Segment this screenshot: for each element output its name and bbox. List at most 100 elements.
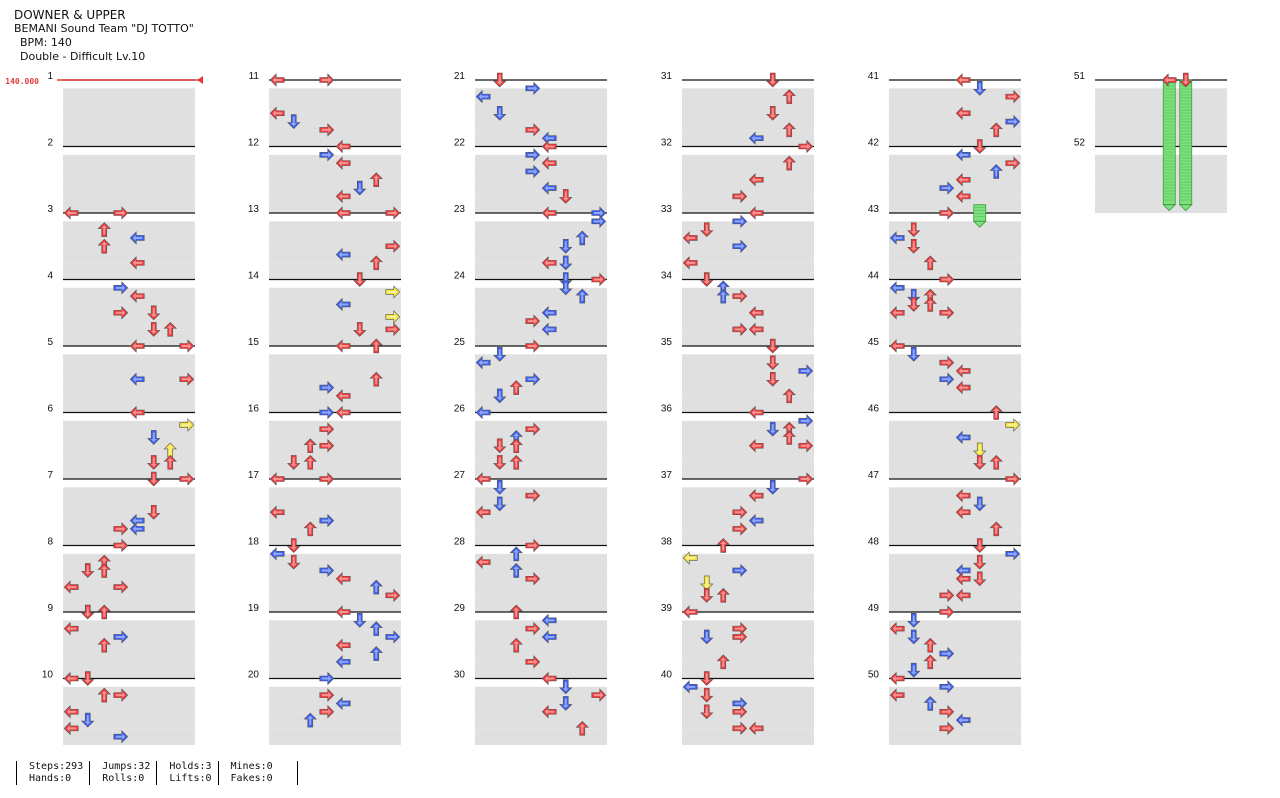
arrow-highlight bbox=[513, 457, 520, 468]
arrow-highlight bbox=[927, 291, 934, 302]
arrow-shape bbox=[955, 430, 971, 445]
arrow-right-icon bbox=[179, 372, 195, 386]
arrow-right-icon bbox=[113, 688, 129, 702]
arrow-highlight bbox=[976, 457, 983, 467]
arrow-shape bbox=[939, 372, 955, 386]
measure-23: 23 bbox=[454, 204, 607, 280]
arrow-shape bbox=[335, 189, 351, 204]
arrow-highlight bbox=[769, 108, 776, 118]
arrow-down-icon bbox=[700, 704, 714, 720]
arrow-shape bbox=[700, 222, 714, 238]
arrow-highlight bbox=[527, 575, 538, 582]
beat-band bbox=[475, 171, 607, 181]
beat-band bbox=[63, 420, 195, 430]
arrow-highlight bbox=[150, 432, 157, 442]
arrow-highlight bbox=[478, 559, 489, 566]
arrow-right-icon bbox=[179, 472, 195, 486]
arrow-highlight bbox=[84, 715, 91, 725]
arrow-highlight bbox=[66, 708, 77, 715]
arrow-shape bbox=[129, 289, 145, 303]
arrow-highlight bbox=[513, 441, 520, 451]
beat-band bbox=[475, 620, 607, 629]
arrow-shape bbox=[889, 339, 905, 353]
arrow-down-icon bbox=[907, 613, 921, 628]
beat-band bbox=[682, 221, 814, 230]
beat-band bbox=[269, 280, 401, 289]
arrow-up-icon bbox=[303, 521, 317, 537]
arrow-highlight bbox=[976, 444, 983, 455]
hold-body bbox=[973, 204, 987, 222]
arrow-highlight bbox=[720, 541, 727, 551]
arrow-highlight bbox=[562, 191, 569, 201]
arrow-shape bbox=[63, 671, 79, 686]
beat-band bbox=[63, 296, 195, 306]
hold-body bbox=[1162, 79, 1176, 206]
arrow-highlight bbox=[544, 185, 555, 192]
beat-band bbox=[889, 587, 1021, 596]
arrow-highlight bbox=[734, 326, 745, 333]
measure-number: 40 bbox=[661, 670, 673, 681]
arrow-shape bbox=[989, 122, 1003, 138]
arrow-shape bbox=[575, 720, 589, 736]
arrow-shape bbox=[907, 662, 921, 678]
arrow-shape bbox=[335, 156, 351, 170]
beat-band bbox=[889, 703, 1021, 713]
beat-band bbox=[682, 204, 814, 213]
arrow-highlight bbox=[800, 442, 811, 449]
arrow-highlight bbox=[181, 376, 192, 383]
beat-band bbox=[63, 138, 195, 147]
beat-band bbox=[682, 138, 814, 147]
arrow-highlight bbox=[544, 143, 555, 150]
beat-band bbox=[63, 321, 195, 330]
arrow-highlight bbox=[958, 575, 969, 582]
beat-band bbox=[269, 204, 401, 213]
beat-band bbox=[682, 370, 814, 380]
arrow-up-icon bbox=[97, 687, 111, 703]
arrow-highlight bbox=[941, 650, 952, 657]
measure-number: 22 bbox=[454, 138, 466, 149]
arrow-left-icon bbox=[269, 73, 285, 87]
arrow-shape bbox=[591, 214, 607, 229]
beat-band bbox=[269, 420, 401, 430]
beat-band bbox=[889, 246, 1021, 256]
beat-band bbox=[889, 204, 1021, 213]
arrow-highlight bbox=[338, 700, 349, 707]
beat-band bbox=[889, 304, 1021, 314]
beat-band bbox=[1095, 154, 1227, 164]
arrow-highlight bbox=[66, 625, 77, 632]
arrow-highlight bbox=[496, 498, 503, 509]
beat-band bbox=[475, 662, 607, 672]
beat-band bbox=[889, 254, 1021, 264]
arrow-highlight bbox=[703, 224, 710, 235]
arrow-up-icon bbox=[509, 438, 523, 454]
arrow-shape bbox=[907, 238, 921, 254]
arrow-down-icon bbox=[493, 105, 507, 121]
arrow-up-icon bbox=[509, 546, 523, 562]
arrow-highlight bbox=[800, 417, 811, 424]
arrow-highlight bbox=[513, 432, 520, 443]
arrow-shape bbox=[385, 285, 401, 299]
arrow-highlight bbox=[1007, 118, 1018, 125]
arrow-left-icon bbox=[889, 306, 905, 320]
arrow-up-icon bbox=[782, 388, 796, 404]
beat-band bbox=[682, 96, 814, 107]
measure-number: 19 bbox=[248, 603, 260, 614]
arrow-highlight bbox=[527, 168, 538, 175]
arrow-right-icon bbox=[939, 272, 955, 287]
arrow-highlight bbox=[892, 675, 903, 682]
arrow-shape bbox=[179, 372, 195, 386]
arrow-left-icon bbox=[955, 173, 971, 187]
arrow-up-icon bbox=[716, 654, 730, 670]
beat-band bbox=[269, 429, 401, 439]
arrow-shape bbox=[748, 173, 764, 187]
arrow-shape bbox=[748, 488, 764, 503]
arrow-highlight bbox=[307, 715, 314, 726]
arrow-highlight bbox=[941, 309, 952, 316]
arrow-down-icon bbox=[973, 81, 987, 96]
beat-band bbox=[63, 196, 195, 206]
arrow-highlight bbox=[338, 160, 349, 167]
arrow-shape bbox=[113, 538, 129, 553]
measure-39: 39 bbox=[661, 603, 814, 679]
arrow-shape bbox=[889, 306, 905, 320]
arrow-shape bbox=[353, 322, 367, 337]
